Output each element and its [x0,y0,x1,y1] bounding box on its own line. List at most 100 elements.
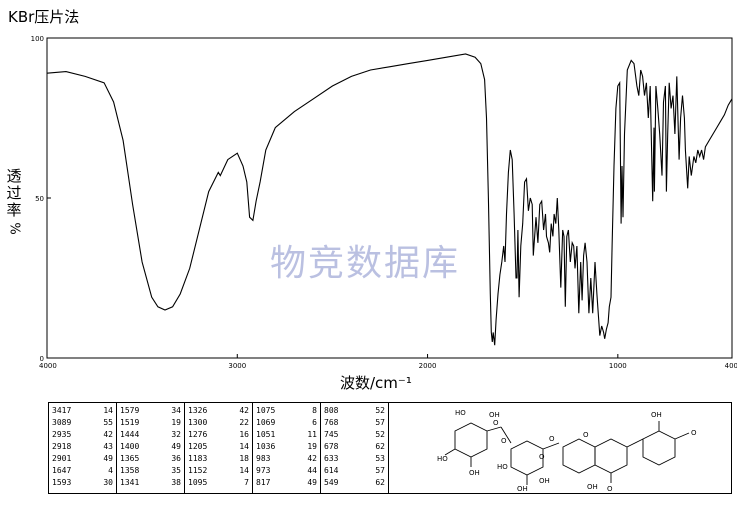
peak-wavenumber: 1647 [52,466,72,475]
atom-label: HO [455,409,466,417]
peak-transmittance: 55 [103,418,113,427]
peak-table-column: 1579 34 1519 19 1444 32 1400 49 1365 36 1358 35 1341… [117,403,185,493]
atom-label: O [607,485,613,493]
x-tick-label: 2000 [419,362,437,370]
atom-label: HO [437,455,448,463]
peak-table-row: 549 62 [324,477,385,489]
peak-transmittance: 42 [239,406,249,415]
peak-wavenumber: 1183 [188,454,208,463]
peak-table-row: 1358 35 [120,465,181,477]
atom-label: O [493,419,499,427]
ir-spectrum-chart: 0 50 100 4000 3000 2000 1000 400 [31,35,737,370]
peak-table-row: 1051 11 [256,429,317,441]
peak-transmittance: 62 [375,478,385,487]
peak-table-row: 768 57 [324,417,385,429]
peak-table-row: 1152 14 [188,465,249,477]
peak-wavenumber: 1075 [256,406,276,415]
peak-wavenumber: 678 [324,442,339,451]
peak-table-row: 973 44 [256,465,317,477]
peak-transmittance: 52 [375,430,385,439]
peak-table-row: 1647 4 [52,465,113,477]
peak-wavenumber: 1579 [120,406,140,415]
peak-transmittance: 8 [312,406,317,415]
watermark: 物竞数据库 [270,243,461,284]
peak-table-row: 1593 30 [52,477,113,489]
y-tick-label: 50 [35,195,44,203]
peak-wavenumber: 614 [324,466,339,475]
peak-table-row: 3089 55 [52,417,113,429]
peak-transmittance: 36 [171,454,181,463]
peak-transmittance: 35 [171,466,181,475]
peak-wavenumber: 3417 [52,406,72,415]
peak-transmittance: 38 [171,478,181,487]
x-tick-label: 3000 [228,362,246,370]
peak-transmittance: 42 [307,454,317,463]
peak-table-row: 808 52 [324,405,385,417]
peak-transmittance: 6 [312,418,317,427]
peak-transmittance: 30 [103,478,113,487]
peak-table-row: 1341 38 [120,477,181,489]
peak-table-row: 678 62 [324,441,385,453]
peak-transmittance: 19 [171,418,181,427]
peak-wavenumber: 768 [324,418,339,427]
peak-transmittance: 52 [375,406,385,415]
peak-transmittance: 44 [307,466,317,475]
atom-label: OH [651,411,662,419]
peak-wavenumber: 1444 [120,430,140,439]
peak-wavenumber: 983 [256,454,271,463]
peak-table-row: 1036 19 [256,441,317,453]
peak-table-row: 1095 7 [188,477,249,489]
peak-transmittance: 49 [307,478,317,487]
atom-label: OH [539,477,550,485]
atom-label: O [583,431,589,439]
y-axis-label-char-1: 透 [6,167,22,185]
peak-table-row: 2901 49 [52,453,113,465]
peak-transmittance: 19 [307,442,317,451]
peak-table-row: 1205 14 [188,441,249,453]
peak-wavenumber: 808 [324,406,339,415]
peak-wavenumber: 817 [256,478,271,487]
peak-wavenumber: 1365 [120,454,140,463]
peak-table-row: 1276 16 [188,429,249,441]
y-axis-label: 透 过 率 % [2,168,26,237]
peak-table-column: 3417 14 3089 55 2935 42 2918 43 2901 49 1647 4 1593 3… [49,403,117,493]
molecule-structure: HO OH O O HO OH O O OH HO OH O OH O OH O [437,409,697,493]
peak-wavenumber: 1358 [120,466,140,475]
peak-table-row: 1519 19 [120,417,181,429]
x-axis-label: 波数/cm⁻¹ [340,374,412,392]
x-tick-label: 4000 [39,362,57,370]
atom-label: OH [587,483,598,491]
y-axis-label-char-3: 率 [6,201,22,219]
atom-label: HO [497,463,508,471]
peak-transmittance: 18 [239,454,249,463]
peak-wavenumber: 1276 [188,430,208,439]
peak-table-row: 1444 32 [120,429,181,441]
peak-wavenumber: 1519 [120,418,140,427]
peak-transmittance: 42 [103,430,113,439]
peak-table-column: 1326 42 1300 22 1276 16 1205 14 1183 18 1152 14 1095… [185,403,253,493]
peak-table-row: 1075 8 [256,405,317,417]
peak-transmittance: 7 [244,478,249,487]
peak-transmittance: 34 [171,406,181,415]
atom-label: OH [469,469,480,477]
y-tick-label: 100 [31,35,44,43]
peak-table-row: 1579 34 [120,405,181,417]
molecule-structure-box: HO OH O O HO OH O O OH HO OH O OH O OH O [389,402,732,494]
peak-transmittance: 49 [103,454,113,463]
y-tick-label: 0 [40,355,44,363]
peak-transmittance: 57 [375,418,385,427]
peak-wavenumber: 1152 [188,466,208,475]
peak-table: 3417 14 3089 55 2935 42 2918 43 2901 49 1647 4 1593 3… [48,402,389,494]
atom-label: O [539,453,545,461]
peak-wavenumber: 1051 [256,430,276,439]
y-axis-label-char-2: 过 [6,184,22,202]
x-tick-label: 1000 [609,362,627,370]
peak-table-column: 1075 8 1069 6 1051 11 1036 19 983 42 973 44 817 49 [253,403,321,493]
atom-label: O [691,429,697,437]
atom-label: O [549,435,555,443]
plot-frame [46,37,733,359]
peak-table-row: 1400 49 [120,441,181,453]
peak-wavenumber: 1205 [188,442,208,451]
peak-wavenumber: 633 [324,454,339,463]
peak-transmittance: 57 [375,466,385,475]
